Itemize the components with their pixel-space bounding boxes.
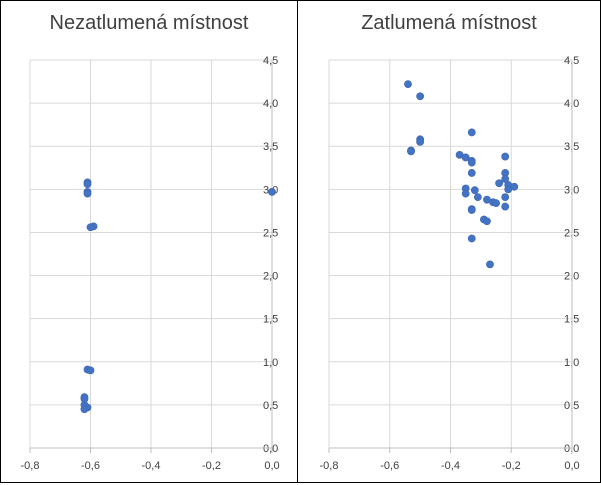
data-point xyxy=(501,193,510,201)
y-tick-label: 2,0 xyxy=(263,271,278,283)
data-point xyxy=(467,206,476,214)
data-point xyxy=(416,92,425,101)
y-tick-label: 0,0 xyxy=(263,443,278,455)
data-point xyxy=(416,138,425,146)
chart-title: Nezatlumená místnost xyxy=(49,12,249,34)
data-point xyxy=(86,223,95,232)
data-point xyxy=(467,169,476,177)
scatter-plot-right: -0,8-0,6-0,4-0,20,00,00,51,01,52,02,53,0… xyxy=(320,55,580,472)
data-point xyxy=(470,186,479,195)
x-tick-label: -0,6 xyxy=(380,460,399,472)
y-tick-label: 0,5 xyxy=(263,400,278,412)
x-tick-label: -0,2 xyxy=(502,460,521,472)
x-tick-label: -0,4 xyxy=(142,460,161,472)
data-point xyxy=(483,217,491,226)
x-tick-label: -0,4 xyxy=(441,460,460,472)
chart-title: Zatlumená místnost xyxy=(361,12,537,34)
y-tick-label: 4,5 xyxy=(263,55,278,67)
x-tick-label: -0,8 xyxy=(320,460,339,472)
x-tick-label: 0,0 xyxy=(564,460,579,472)
x-tick-label: 0,0 xyxy=(264,460,279,472)
data-point xyxy=(467,128,476,137)
data-point xyxy=(268,188,276,196)
y-tick-label: 4,0 xyxy=(263,98,278,110)
y-tick-label: 1,5 xyxy=(263,314,278,326)
data-point xyxy=(467,158,476,167)
data-point xyxy=(473,193,482,201)
data-point xyxy=(83,189,92,198)
x-tick-label: -0,8 xyxy=(21,460,40,472)
data-point xyxy=(80,405,89,414)
data-point xyxy=(504,185,513,194)
chart-panel-left: Nezatlumená místnost -0,8 -0,6 -0,4 -0,2 0,0… xyxy=(0,0,298,483)
data-point xyxy=(501,202,510,211)
y-tick-label: 1,0 xyxy=(263,357,278,369)
scatter-plot-left: -0,8-0,6-0,4-0,20,00,00,51,01,52,02,53,0… xyxy=(21,55,280,472)
chart-panel-right: Zatlumená místnost -0,8-0,6-0,4-0,20,00,… xyxy=(297,0,601,483)
data-point xyxy=(461,153,470,162)
data-point xyxy=(461,189,470,198)
data-point xyxy=(501,152,510,161)
data-point xyxy=(404,80,412,89)
data-point xyxy=(467,234,476,243)
data-point xyxy=(486,260,494,269)
x-tick-label: -0,6 xyxy=(81,460,100,472)
data-point xyxy=(86,366,95,375)
x-tick-label: -0,2 xyxy=(202,460,221,472)
data-point xyxy=(495,179,503,188)
data-point xyxy=(492,199,500,208)
y-tick-label: 3,5 xyxy=(263,141,278,153)
data-point xyxy=(407,147,415,156)
y-tick-label: 2,5 xyxy=(263,227,278,239)
data-point xyxy=(83,180,92,189)
